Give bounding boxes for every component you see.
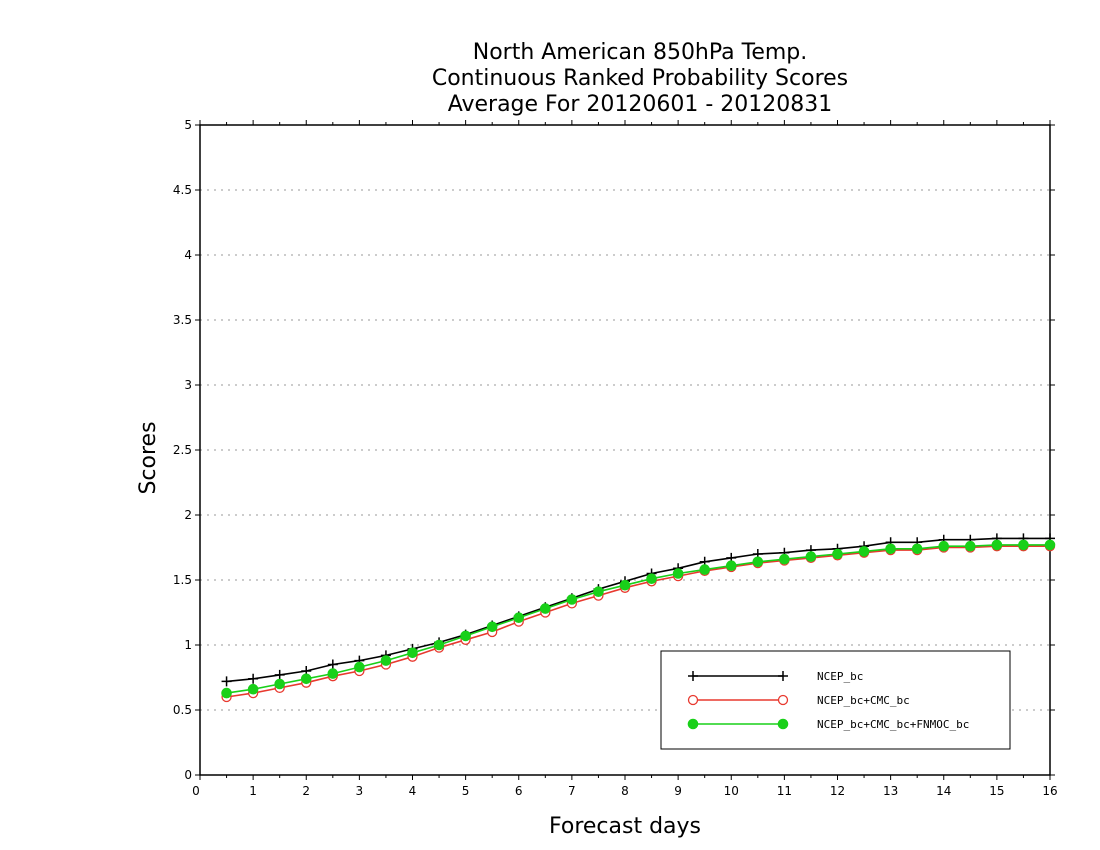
data-point [486, 621, 498, 633]
x-tick-label: 11 [777, 784, 792, 798]
chart-title: North American 850hPa Temp.Continuous Ra… [432, 40, 848, 117]
data-point [300, 673, 312, 685]
y-tick-label: 5 [184, 118, 192, 132]
data-point [593, 586, 604, 598]
x-tick-label: 15 [989, 784, 1004, 798]
x-tick-label: 13 [883, 784, 898, 798]
data-point [354, 661, 365, 673]
x-tick-label: 4 [409, 784, 417, 798]
data-point [433, 639, 445, 651]
x-tick-label: 3 [356, 784, 364, 798]
data-point [566, 594, 578, 605]
y-tick-label: 4.5 [173, 183, 192, 197]
x-tick-label: 8 [621, 784, 629, 798]
data-point [460, 630, 471, 642]
y-axis-title: Scores [136, 421, 161, 494]
x-tick-label: 1 [249, 784, 257, 798]
data-point [247, 683, 259, 695]
data-point [778, 671, 788, 681]
data-point [858, 546, 870, 557]
data-point [885, 543, 896, 555]
y-tick-label: 3 [184, 378, 192, 392]
legend-label: NCEP_bc+CMC_bc+FNMOC_bc [817, 718, 969, 731]
data-point [965, 540, 976, 552]
x-tick-label: 9 [674, 784, 682, 798]
data-point [688, 671, 698, 681]
data-point [513, 612, 525, 624]
x-tick-label: 7 [568, 784, 576, 798]
data-point [672, 568, 684, 579]
x-tick-label: 10 [724, 784, 739, 798]
gridlines [200, 189, 1050, 711]
data-point [646, 573, 657, 585]
x-axis-ticks: 0 1 2 3 4 5 6 7 8 9 10 11 12 13 14 15 16 [192, 120, 1058, 798]
data-point [777, 694, 789, 706]
data-point [619, 579, 631, 591]
x-tick-label: 16 [1042, 784, 1057, 798]
data-point [752, 556, 764, 568]
y-tick-label: 0 [184, 768, 192, 782]
data-point [380, 655, 392, 666]
data-point [1018, 539, 1029, 551]
legend-label: NCEP_bc+CMC_bc [817, 694, 910, 707]
data-point [274, 678, 285, 690]
series-2 [221, 539, 1056, 699]
data-point [911, 543, 923, 555]
x-tick-label: 12 [830, 784, 845, 798]
data-point [540, 603, 551, 614]
data-point [699, 564, 710, 575]
legend-box [660, 650, 1011, 750]
y-tick-label: 1.5 [173, 573, 192, 587]
data-point [832, 548, 843, 560]
x-tick-label: 2 [302, 784, 310, 798]
data-point [407, 647, 418, 659]
data-point [687, 718, 699, 730]
data-point [248, 673, 259, 684]
data-point [938, 540, 950, 552]
data-point [725, 560, 737, 572]
data-point [779, 553, 790, 565]
data-point [777, 718, 789, 730]
x-axis-title: Forecast days [549, 814, 701, 839]
data-point [327, 659, 338, 670]
data-point [274, 669, 285, 680]
data-point [687, 694, 699, 706]
x-tick-label: 14 [936, 784, 951, 798]
data-point [221, 676, 232, 687]
y-tick-label: 3.5 [173, 313, 192, 327]
data-point [1044, 539, 1056, 551]
y-tick-label: 2 [184, 508, 192, 522]
y-axis-ticks: 0 0.5 1 1.5 2 2.5 3 3.5 4 4.5 5 [173, 118, 1055, 782]
y-tick-label: 4 [184, 248, 192, 262]
data-point [327, 668, 339, 679]
x-tick-label: 6 [515, 784, 523, 798]
legend: NCEP_bc NCEP_bc+CMC_bc NCEP_bc+CMC_bc+FNMO… [660, 650, 1011, 750]
y-tick-label: 0.5 [173, 703, 192, 717]
y-tick-label: 1 [184, 638, 192, 652]
title-line: Average For 20120601 - 20120831 [448, 92, 833, 117]
x-tick-label: 0 [192, 784, 200, 798]
series-lines [221, 533, 1056, 703]
title-line: Continuous Ranked Probability Scores [432, 66, 848, 91]
title-line: North American 850hPa Temp. [473, 40, 808, 65]
legend-label: NCEP_bc [817, 670, 863, 683]
data-point [221, 687, 232, 699]
data-point [991, 539, 1003, 551]
x-tick-label: 5 [462, 784, 470, 798]
data-point [805, 551, 817, 562]
y-tick-label: 2.5 [173, 443, 192, 457]
